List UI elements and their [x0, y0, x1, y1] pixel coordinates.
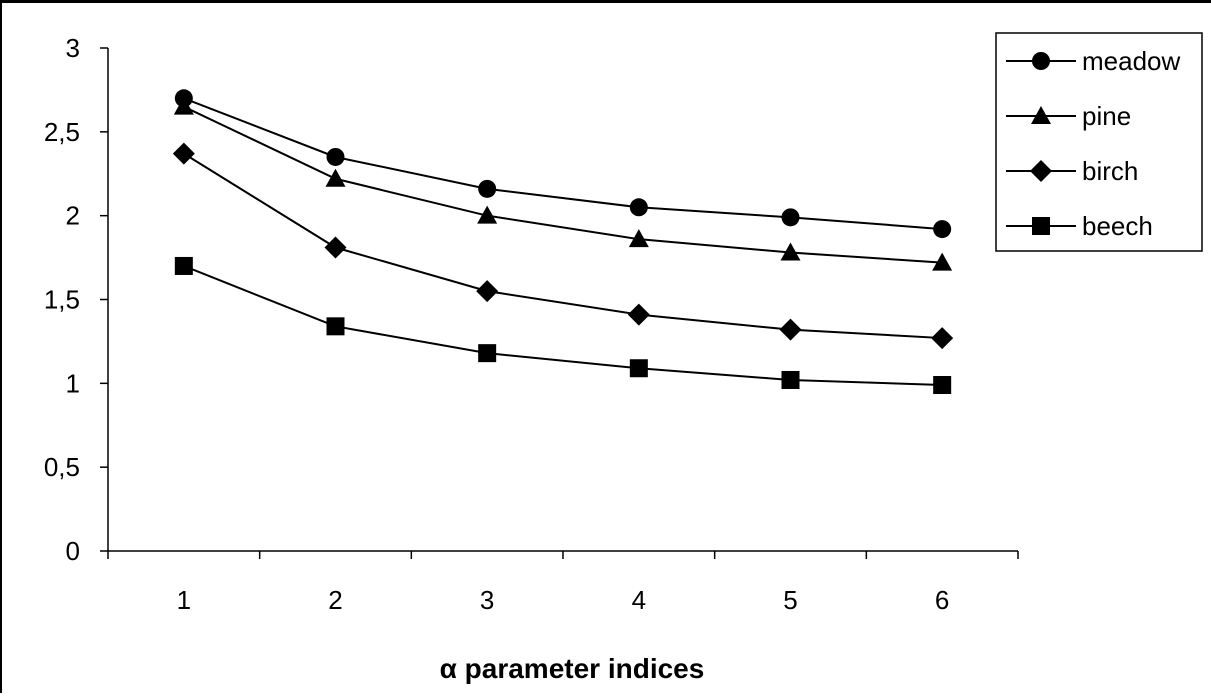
y-tick-label: 0,5: [44, 452, 80, 482]
data-point-birch: [779, 318, 802, 341]
x-tick-label: 5: [783, 585, 797, 615]
y-tick-label: 2,5: [44, 117, 80, 147]
data-point-pine: [932, 252, 953, 271]
data-point-pine: [173, 96, 194, 115]
series-meadow: [174, 89, 952, 239]
data-point-pine: [325, 168, 346, 187]
data-point-pine: [628, 229, 649, 248]
legend-label: birch: [1082, 156, 1138, 186]
data-point-beech: [174, 256, 193, 275]
y-tick-label: 0: [66, 536, 80, 566]
series-group: [172, 89, 954, 395]
axes: [107, 48, 1018, 552]
series-line-meadow: [183, 97, 943, 231]
legend-label: meadow: [1082, 46, 1180, 76]
data-point-birch: [172, 142, 195, 165]
data-point-birch: [627, 303, 650, 326]
x-tick-label: 1: [177, 585, 191, 615]
legend-item-birch: birch: [1006, 156, 1138, 186]
line-chart: 0 0,5 1 1,5 2 2,5 3 1 2 3 4 5 6 meadow pine birch beec…: [44, 32, 1203, 684]
data-point-beech: [629, 359, 648, 378]
series-beech: [174, 256, 952, 395]
x-tick-label: 4: [632, 585, 646, 615]
data-point-pine: [477, 205, 498, 224]
series-line-birch: [183, 152, 943, 340]
x-axis-title: α parameter indices: [440, 653, 705, 684]
x-tick-label: 2: [328, 585, 342, 615]
data-point-pine: [780, 242, 801, 261]
data-point-beech: [781, 370, 800, 389]
y-tick-label: 1,5: [44, 285, 80, 315]
data-point-birch: [324, 236, 347, 259]
series-birch: [172, 142, 954, 350]
series-line-beech: [183, 265, 943, 387]
series-line-pine: [183, 105, 943, 264]
data-point-meadow: [326, 147, 345, 166]
data-point-birch: [476, 280, 499, 303]
legend: meadow pine birch beech: [995, 32, 1203, 252]
y-tick-label: 1: [66, 368, 80, 398]
y-tick-label: 3: [66, 33, 80, 63]
data-point-beech: [933, 376, 952, 395]
legend-item-meadow: meadow: [1006, 46, 1180, 76]
x-axis-ticks: 1 2 3 4 5 6: [107, 551, 1019, 615]
x-tick-label: 6: [935, 585, 949, 615]
data-point-beech: [478, 344, 497, 363]
legend-marker: [1032, 217, 1050, 235]
data-point-meadow: [933, 220, 952, 239]
x-tick-label: 3: [480, 585, 494, 615]
y-tick-label: 2: [66, 201, 80, 231]
legend-item-beech: beech: [1006, 211, 1153, 241]
data-point-birch: [931, 327, 954, 350]
data-point-beech: [326, 317, 345, 336]
data-point-meadow: [629, 198, 648, 217]
legend-marker: [1031, 106, 1051, 124]
legend-marker: [1032, 52, 1050, 70]
data-point-meadow: [478, 179, 497, 198]
legend-box: [995, 32, 1203, 252]
data-point-meadow: [781, 208, 800, 227]
legend-label: pine: [1082, 101, 1131, 131]
legend-label: beech: [1082, 211, 1153, 241]
y-axis-ticks: 0 0,5 1 1,5 2 2,5 3: [44, 33, 108, 566]
series-pine: [173, 96, 953, 271]
legend-item-pine: pine: [1006, 101, 1131, 131]
legend-marker: [1030, 160, 1052, 182]
